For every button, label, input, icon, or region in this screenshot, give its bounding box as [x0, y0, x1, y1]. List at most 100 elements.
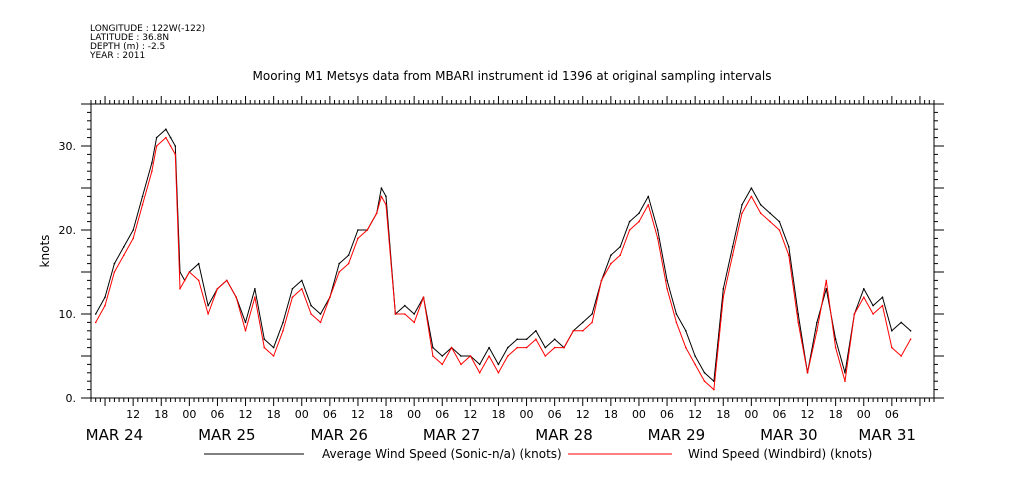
series-sonic-point	[460, 355, 462, 357]
series-windbird-point	[488, 355, 490, 357]
x-tick-label: 12	[351, 408, 365, 421]
series-windbird-point	[441, 363, 444, 366]
meta-line: YEAR : 2011	[89, 51, 145, 61]
x-day-label: MAR 29	[648, 426, 705, 444]
series-windbird-point	[94, 321, 97, 324]
series-windbird-point	[731, 254, 734, 256]
series-sonic-point	[380, 187, 383, 189]
series-windbird-point	[169, 145, 172, 147]
series-windbird-point	[656, 237, 659, 240]
series-sonic-point	[254, 288, 256, 290]
x-tick-label: 06	[660, 408, 674, 421]
series-sonic-point	[413, 313, 416, 315]
y-tick-label: 20.	[59, 224, 77, 237]
series-windbird-point	[104, 304, 106, 307]
x-tick-label: 18	[379, 408, 393, 421]
series-sonic-point	[834, 338, 837, 341]
y-tick-label: 0.	[66, 392, 77, 405]
series-windbird-point	[357, 237, 359, 240]
series-sonic-point	[769, 212, 771, 214]
series-sonic-point	[553, 338, 556, 341]
series-sonic-point	[497, 363, 500, 366]
series-windbird-point	[183, 279, 186, 282]
series-sonic-point	[722, 288, 725, 290]
x-tick-label: 06	[548, 408, 562, 421]
series-sonic-line	[95, 128, 911, 382]
series-windbird-point	[610, 262, 612, 265]
x-day-label: MAR 28	[535, 426, 592, 444]
x-tick-label: 00	[632, 408, 646, 421]
series-sonic-point	[619, 246, 621, 248]
series-sonic-point	[909, 330, 912, 332]
series-windbird-point	[404, 313, 406, 315]
series-windbird-point	[450, 346, 453, 349]
series-sonic-point	[310, 304, 312, 307]
series-sonic-point	[788, 246, 790, 248]
series-windbird-point	[310, 313, 312, 315]
series-sonic-point	[525, 338, 528, 341]
x-tick-label: 18	[267, 408, 281, 421]
series-sonic-point	[113, 262, 116, 265]
series-windbird-point	[572, 330, 575, 332]
series-sonic-point	[778, 220, 781, 223]
series-sonic-point	[816, 321, 818, 324]
x-tick-label: 18	[491, 408, 505, 421]
series-windbird-point	[507, 355, 509, 357]
series-sonic-point	[656, 229, 659, 231]
series-windbird-point	[460, 363, 462, 366]
series-windbird-point	[347, 262, 350, 265]
series-windbird-point	[806, 372, 809, 374]
series-sonic-point	[357, 229, 359, 231]
series-windbird-point	[394, 313, 397, 315]
x-tick-label: 00	[182, 408, 196, 421]
series-windbird-point	[582, 330, 584, 332]
axis-ticks: 12 18 00 06 12 18 00 06 12 18 00 06 12 18 00 06 12 18 00 06…	[59, 96, 944, 444]
series-windbird-point	[769, 220, 771, 223]
meta-line: LATITUDE : 36.8N	[90, 33, 169, 43]
series-layer	[94, 128, 912, 391]
series-sonic-point	[165, 128, 167, 130]
series-windbird-point	[244, 330, 247, 332]
x-tick-label: 00	[744, 408, 758, 421]
meta-line: DEPTH (m) : -2.5	[90, 42, 165, 52]
series-windbird-point	[619, 254, 621, 256]
series-sonic-point	[759, 204, 762, 206]
series-sonic-point	[291, 288, 294, 290]
series-windbird-point	[165, 136, 167, 139]
series-sonic-point	[863, 288, 865, 290]
series-sonic-point	[488, 346, 490, 349]
series-windbird-point	[881, 304, 884, 307]
series-windbird-point	[151, 170, 153, 172]
series-sonic-point	[197, 262, 200, 265]
series-windbird-point	[535, 338, 537, 341]
x-tick-label: 06	[885, 408, 899, 421]
x-tick-label: 18	[604, 408, 618, 421]
series-windbird-point	[174, 153, 177, 156]
series-windbird-point	[863, 296, 865, 299]
series-sonic-point	[844, 372, 846, 374]
series-windbird-point	[422, 296, 425, 299]
series-sonic-point	[338, 262, 341, 265]
series-sonic-point	[582, 321, 584, 324]
legend-label-windbird: Wind Speed (Windbird) (knots)	[688, 447, 872, 461]
series-sonic-point	[881, 296, 884, 299]
series-sonic-point	[544, 346, 547, 349]
series-sonic-point	[703, 372, 706, 374]
series-windbird-point	[628, 229, 631, 231]
series-windbird-point	[844, 380, 846, 383]
series-windbird-point	[900, 355, 902, 357]
series-sonic-point	[123, 246, 125, 248]
x-tick-label: 06	[772, 408, 786, 421]
series-windbird-point	[891, 346, 893, 349]
series-windbird-point	[226, 279, 228, 282]
series-windbird-point	[179, 288, 181, 290]
y-tick-label: 30.	[59, 140, 77, 153]
series-sonic-point	[685, 330, 687, 332]
x-tick-label: 12	[801, 408, 815, 421]
series-windbird-point	[516, 346, 518, 349]
series-sonic-point	[301, 279, 303, 282]
series-windbird-point	[591, 321, 593, 324]
series-sonic-point	[891, 330, 893, 332]
series-windbird-point	[853, 313, 856, 315]
x-tick-label: 12	[239, 408, 253, 421]
